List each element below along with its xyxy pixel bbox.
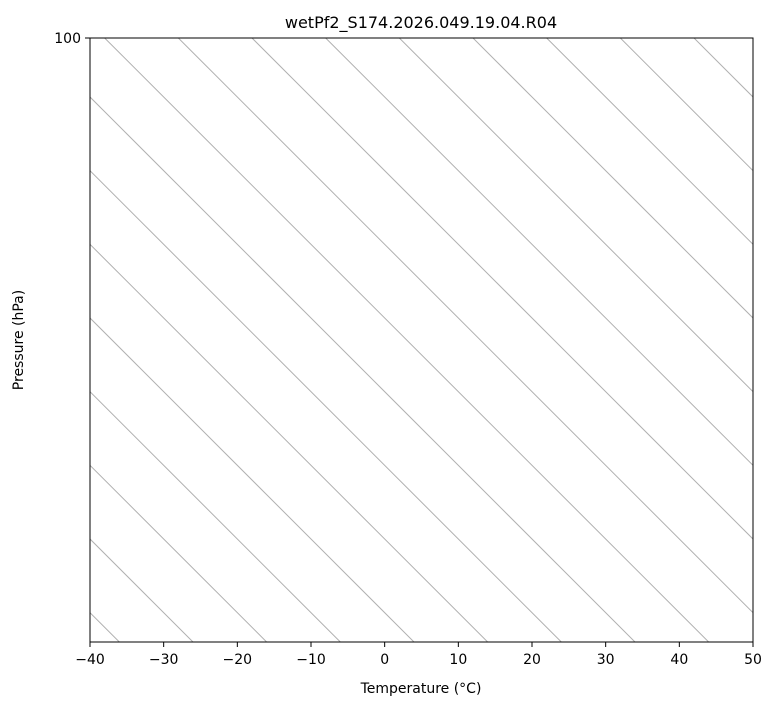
x-tick-label: 10	[449, 652, 467, 668]
isotherm-line	[472, 38, 753, 319]
isotherm-line	[177, 38, 753, 614]
isotherm-line	[619, 38, 753, 172]
x-tick-label: −40	[75, 652, 105, 668]
x-tick-label: 0	[380, 652, 389, 668]
isotherm-line	[90, 390, 341, 642]
dry-adiabat-line	[591, 38, 593, 39]
dry-adiabat-line	[552, 38, 555, 39]
axes: −40−30−20−100102030405010020030040050060…	[54, 31, 762, 668]
y-axis-label: Pressure (hPa)	[11, 290, 27, 390]
x-axis-label: Temperature (°C)	[360, 681, 482, 697]
isotherm-line	[398, 38, 753, 393]
x-tick-label: 30	[597, 652, 615, 668]
isotherm-line	[90, 464, 268, 642]
isotherm-line	[546, 38, 753, 246]
isotherm-line	[104, 38, 710, 642]
isotherm-line	[90, 96, 636, 642]
isotherm-line	[90, 243, 489, 642]
x-tick-label: 40	[670, 652, 688, 668]
isotherm-line	[768, 38, 775, 642]
x-tick-label: −30	[149, 652, 179, 668]
y-tick-label: 100	[54, 31, 81, 47]
isotherm-line	[90, 317, 415, 642]
background-lines	[90, 38, 775, 642]
moist-adiabat-line	[558, 38, 560, 39]
dry-adiabat-line	[667, 38, 669, 39]
x-tick-label: −10	[296, 652, 326, 668]
plot-frame	[89, 37, 754, 643]
isotherm-label: -100	[251, 11, 280, 40]
x-tick-label: −20	[223, 652, 253, 668]
isotherm-line	[90, 169, 562, 642]
x-tick-label: 20	[523, 652, 541, 668]
isotherm-line	[693, 38, 753, 98]
dry-adiabat-line	[705, 38, 708, 39]
dry-adiabat-line	[743, 38, 746, 39]
moist-adiabat-line	[725, 38, 728, 39]
x-tick-label: 50	[744, 652, 762, 668]
isotherm-line	[251, 38, 753, 540]
dry-adiabat-line	[629, 38, 631, 39]
chart-title: wetPf2_S174.2026.049.19.04.R04	[285, 13, 557, 33]
isotherm-line	[90, 538, 194, 642]
isotherm-line	[325, 38, 753, 467]
